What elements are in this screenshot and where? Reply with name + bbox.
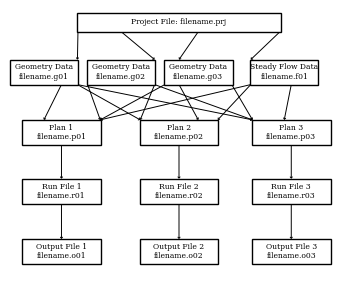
Text: Geometry Data
filename.g01: Geometry Data filename.g01 (15, 64, 73, 81)
FancyBboxPatch shape (87, 60, 155, 85)
Text: Run File 2
filename.r02: Run File 2 filename.r02 (155, 183, 203, 200)
Text: Plan 2
filename.p02: Plan 2 filename.p02 (154, 124, 204, 141)
Text: Geometry Data
filename.g03: Geometry Data filename.g03 (169, 64, 227, 81)
Text: Run File 3
filename.r03: Run File 3 filename.r03 (267, 183, 316, 200)
FancyBboxPatch shape (140, 239, 218, 264)
FancyBboxPatch shape (252, 179, 331, 204)
Text: Project File: filename.prj: Project File: filename.prj (131, 18, 227, 26)
FancyBboxPatch shape (164, 60, 232, 85)
FancyBboxPatch shape (10, 60, 78, 85)
FancyBboxPatch shape (77, 13, 281, 32)
Text: Plan 3
filename.p03: Plan 3 filename.p03 (266, 124, 316, 141)
FancyBboxPatch shape (22, 120, 101, 145)
Text: Plan 1
filename.p01: Plan 1 filename.p01 (37, 124, 87, 141)
FancyBboxPatch shape (22, 179, 101, 204)
Text: Output File 2
filename.o02: Output File 2 filename.o02 (154, 243, 204, 260)
FancyBboxPatch shape (250, 60, 319, 85)
FancyBboxPatch shape (22, 239, 101, 264)
FancyBboxPatch shape (140, 179, 218, 204)
FancyBboxPatch shape (252, 239, 331, 264)
FancyBboxPatch shape (140, 120, 218, 145)
Text: Geometry Data
filename.g02: Geometry Data filename.g02 (92, 64, 150, 81)
FancyBboxPatch shape (252, 120, 331, 145)
Text: Output File 3
filename.o03: Output File 3 filename.o03 (266, 243, 317, 260)
Text: Output File 1
filename.o01: Output File 1 filename.o01 (36, 243, 87, 260)
Text: Steady Flow Data
filename.f01: Steady Flow Data filename.f01 (250, 64, 318, 81)
Text: Run File 1
filename.r01: Run File 1 filename.r01 (37, 183, 86, 200)
